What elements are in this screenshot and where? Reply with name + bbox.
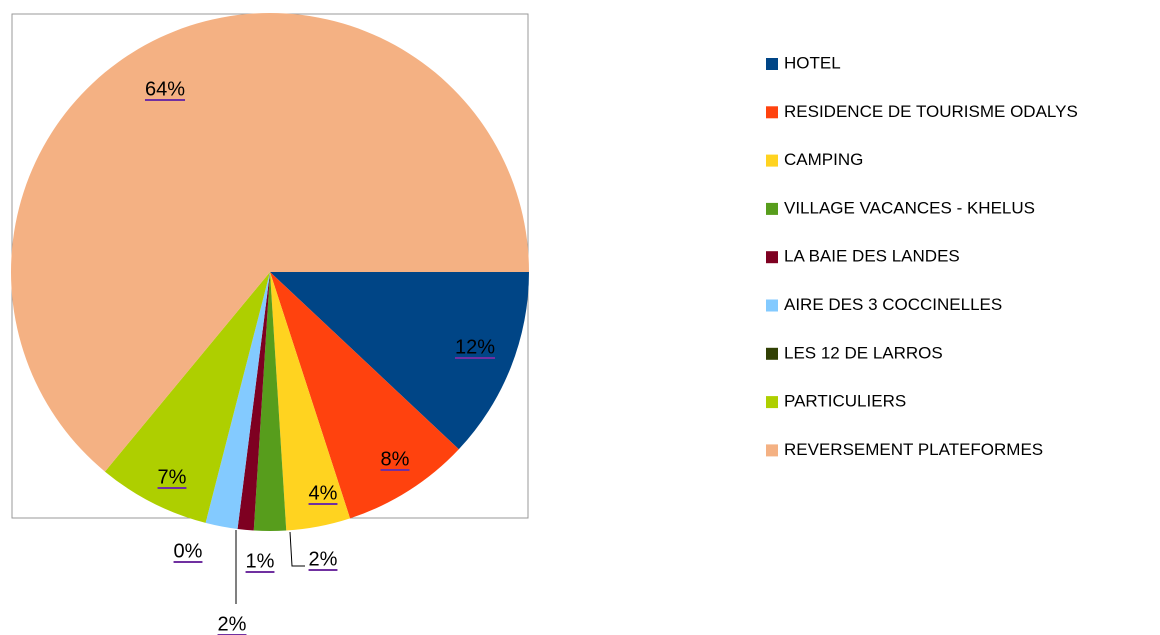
data-label: 0% <box>174 540 203 562</box>
data-label: 12% <box>455 336 495 358</box>
legend-swatch <box>766 396 778 409</box>
data-label: 2% <box>309 548 338 570</box>
legend-label: LES 12 DE LARROS <box>784 343 943 362</box>
legend-label: HOTEL <box>784 53 841 72</box>
legend-swatch <box>766 444 778 457</box>
legend-swatch <box>766 202 778 215</box>
data-label: 1% <box>246 550 275 572</box>
legend-label: VILLAGE VACANCES - KHELUS <box>784 198 1035 217</box>
data-label: 8% <box>381 448 410 470</box>
pie-slice <box>270 272 351 531</box>
data-label: 2% <box>218 613 247 635</box>
legend-label: REVERSEMENT PLATEFORMES <box>784 440 1043 459</box>
legend-swatch <box>766 154 778 167</box>
legend-label: AIRE DES 3 COCCINELLES <box>784 295 1002 314</box>
pie-slice <box>205 272 270 529</box>
data-label: 4% <box>309 482 338 504</box>
legend-swatch <box>766 299 778 312</box>
legend-label: PARTICULIERS <box>784 392 906 411</box>
legend-label: CAMPING <box>784 150 863 169</box>
pie-slice <box>237 272 270 531</box>
data-label: 64% <box>145 78 185 100</box>
pie-slice <box>270 272 529 450</box>
legend-swatch <box>766 58 778 70</box>
pie-slice <box>10 12 529 472</box>
pie-slice <box>270 272 459 519</box>
pie-slice <box>253 272 287 531</box>
legend-label: LA BAIE DES LANDES <box>784 247 960 266</box>
data-label: 7% <box>158 466 187 488</box>
leader-line <box>289 531 305 567</box>
legend-swatch <box>766 106 778 119</box>
pie-slice <box>104 272 270 523</box>
legend-swatch <box>766 347 778 360</box>
legend-swatch <box>766 251 778 264</box>
legend-label: RESIDENCE DE TOURISME ODALYS <box>784 102 1078 121</box>
